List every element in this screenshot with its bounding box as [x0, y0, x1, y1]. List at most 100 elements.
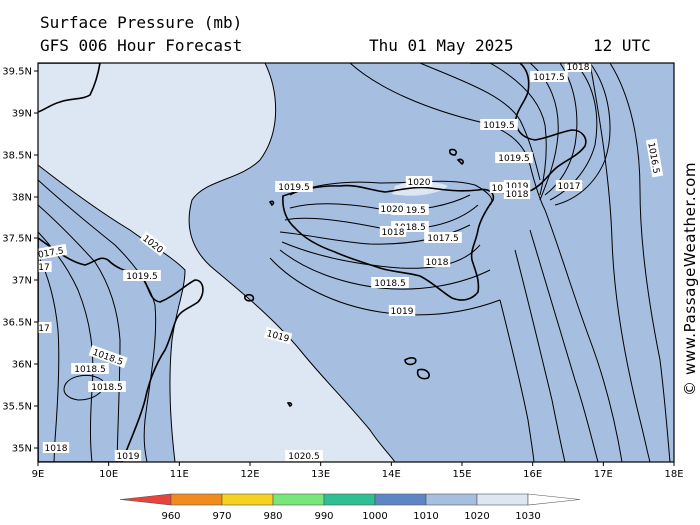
- contour-label: 1020: [378, 203, 406, 215]
- contour-label: 1017.5: [530, 71, 568, 83]
- coast-malta: [404, 357, 417, 366]
- lon-label: 9E: [32, 469, 45, 480]
- legend-swatch: [476, 493, 529, 506]
- svg-text:1017: 1017: [558, 182, 581, 192]
- contour-label: 1018: [42, 442, 70, 454]
- coast-egadi: [268, 200, 275, 207]
- coast-calabria: [470, 63, 587, 196]
- legend-swatch: [527, 493, 581, 506]
- svg-text:1018: 1018: [426, 258, 449, 268]
- svg-text:1018: 1018: [567, 63, 590, 73]
- svg-text:1018.5: 1018.5: [374, 279, 406, 289]
- lat-label: 35.5N: [2, 402, 32, 413]
- coast-aeolian-2: [456, 158, 464, 166]
- contour-label: 1017: [555, 180, 583, 192]
- contour-label: 1020.5: [285, 450, 323, 462]
- svg-text:1017.5: 1017.5: [533, 73, 565, 83]
- legend-label: 980: [263, 511, 282, 522]
- contour-label: 1018.5: [88, 381, 126, 393]
- svg-text:1018.5: 1018.5: [91, 383, 123, 393]
- contour-label: 1019.5: [275, 181, 313, 193]
- legend-swatch: [170, 493, 223, 506]
- legend-label: 1020: [464, 511, 489, 522]
- svg-text:1019: 1019: [391, 307, 414, 317]
- map-title: Surface Pressure (mb): [40, 13, 243, 32]
- lat-label: 39.5N: [2, 67, 32, 78]
- coastlines: [38, 63, 587, 462]
- lon-label: 18E: [664, 469, 683, 480]
- site-credit: © www.PassageWeather.com: [681, 161, 699, 396]
- svg-text:1019.5: 1019.5: [498, 154, 530, 164]
- field-1020-plus-west: [38, 63, 395, 462]
- lon-label: 15E: [452, 469, 471, 480]
- legend-swatch: [272, 493, 325, 506]
- svg-text:1019: 1019: [492, 184, 515, 194]
- map-frame: [37, 62, 675, 463]
- contour-label: 1018.5: [71, 363, 109, 375]
- lat-label: 35N: [12, 444, 32, 455]
- contour-label: 17: [38, 261, 52, 273]
- contour-label: 1019: [489, 182, 517, 194]
- legend-swatch: [425, 493, 478, 506]
- contour-label: 1019.5: [123, 270, 161, 282]
- svg-text:1019.5: 1019.5: [126, 272, 158, 282]
- lon-label: 11E: [170, 469, 189, 480]
- contour-label: 1018.5: [371, 277, 409, 289]
- lat-label: 38N: [12, 193, 32, 204]
- lon-label: 17E: [594, 469, 613, 480]
- svg-text:1018: 1018: [45, 444, 68, 454]
- svg-text:1018.5: 1018.5: [394, 223, 426, 233]
- coast-sicily: [282, 184, 495, 301]
- contour-label: 1019: [114, 450, 142, 462]
- contour-label: 1017.5: [424, 232, 462, 244]
- svg-text:1019: 1019: [506, 182, 529, 192]
- contour-label: 1019.5: [391, 204, 429, 216]
- svg-text:17: 17: [38, 263, 49, 273]
- lat-label: 36N: [12, 360, 32, 371]
- contour-label: 1018: [423, 256, 451, 268]
- svg-text:1019.5: 1019.5: [483, 121, 515, 131]
- legend-swatch: [374, 493, 427, 506]
- contour-label: 1018: [503, 188, 531, 200]
- svg-text:1019.5: 1019.5: [278, 183, 310, 193]
- contour-label: 1018: [379, 226, 407, 238]
- coast-tunisia: [38, 237, 204, 462]
- contour-label: 1018.5: [391, 221, 429, 233]
- svg-text:1020.5: 1020.5: [288, 452, 320, 462]
- longitude-labels: 9E 10E 11E 12E 13E 14E 15E 16E 17E 18E: [32, 462, 684, 480]
- lat-label: 36.5N: [2, 318, 32, 329]
- legend-label: 1000: [362, 511, 387, 522]
- lon-label: 14E: [382, 469, 401, 480]
- svg-text:1020: 1020: [408, 178, 431, 188]
- contour-label: 17: [38, 322, 52, 334]
- lon-label: 12E: [240, 469, 259, 480]
- forecast-date: Thu 01 May 2025: [369, 36, 514, 55]
- contour-label: 1019.5: [480, 119, 518, 131]
- contour-labels: 1017.510181019.5102010191019.51019101810…: [38, 63, 664, 462]
- lon-label: 10E: [99, 469, 118, 480]
- svg-text:1019.5: 1019.5: [394, 206, 426, 216]
- forecast-subtitle: GFS 006 Hour Forecast: [40, 36, 243, 55]
- legend-swatch: [119, 493, 172, 506]
- contour-label: 1019.5: [495, 152, 533, 164]
- legend-label: 1010: [413, 511, 438, 522]
- coast-lampedusa: [286, 402, 293, 407]
- coast-aeolian-1: [448, 148, 457, 156]
- svg-text:1019: 1019: [117, 452, 140, 462]
- legend-label: 990: [314, 511, 333, 522]
- pressure-legend: 960 970 980 990 1000 1010 1020 1030: [119, 493, 581, 522]
- contour-label: 1020: [405, 176, 433, 188]
- legend-label: 960: [161, 511, 180, 522]
- lat-label: 37.5N: [2, 234, 32, 245]
- legend-label: 1030: [515, 511, 540, 522]
- coast-sardinia: [38, 63, 101, 113]
- lon-label: 16E: [523, 469, 542, 480]
- svg-text:1018: 1018: [382, 228, 405, 238]
- coast-pantelleria: [244, 293, 255, 302]
- svg-text:1018: 1018: [506, 190, 529, 200]
- lon-label: 13E: [311, 469, 330, 480]
- forecast-time: 12 UTC: [593, 36, 651, 55]
- coast-gozo: [416, 368, 430, 380]
- legend-swatch: [221, 493, 274, 506]
